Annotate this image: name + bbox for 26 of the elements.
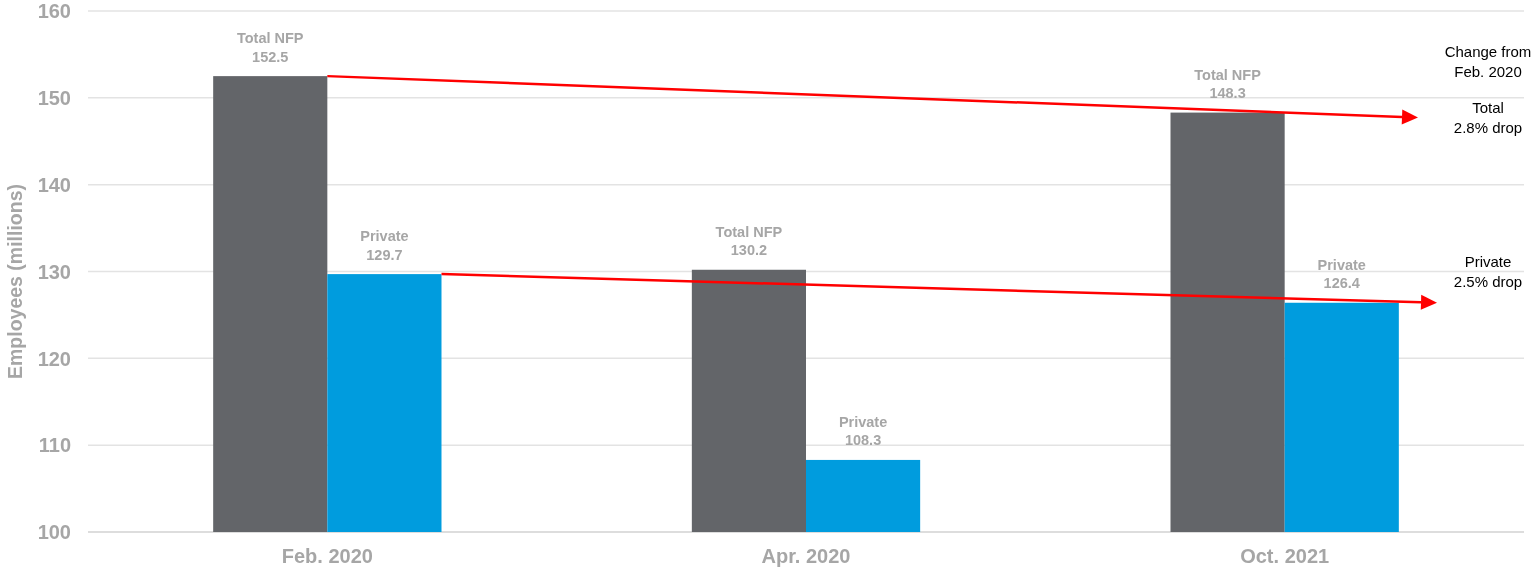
y-tick-label: 110: [38, 434, 71, 457]
text: Total NFP: [715, 223, 783, 240]
data-label: 130.2: [730, 242, 768, 259]
x-tick-label: Feb. 2020: [281, 545, 373, 567]
x-tick-label: Apr. 2020: [761, 545, 851, 567]
y-tick-label: 130: [37, 260, 71, 283]
text: Total NFP: [1194, 66, 1261, 83]
data-label: 148.3: [1209, 85, 1246, 102]
text: Total NFP: [236, 30, 304, 47]
y-tick-label: 100: [37, 521, 71, 544]
y-tick-label: 120: [37, 347, 71, 370]
data-label: 129.7: [366, 246, 403, 263]
y-tick-label: 150: [37, 87, 71, 110]
text: Private: [838, 413, 888, 430]
data-label: 152.5: [252, 48, 289, 65]
y-tick-label: 140: [37, 173, 71, 196]
data-label: 108.3: [844, 432, 882, 449]
annotation: Change from Feb. 2020: [1444, 43, 1532, 80]
annotation: Private 2.5% drop: [1453, 253, 1523, 290]
y-tick-label: 160: [37, 0, 71, 23]
y-axis-title: Employees (millions): [4, 183, 26, 380]
text: Private: [1317, 256, 1366, 273]
text: Private: [360, 228, 409, 245]
data-label: 126.4: [1323, 275, 1360, 292]
annotation: Total 2.8% drop: [1453, 99, 1523, 136]
x-tick-label: Oct. 2021: [1240, 545, 1330, 567]
